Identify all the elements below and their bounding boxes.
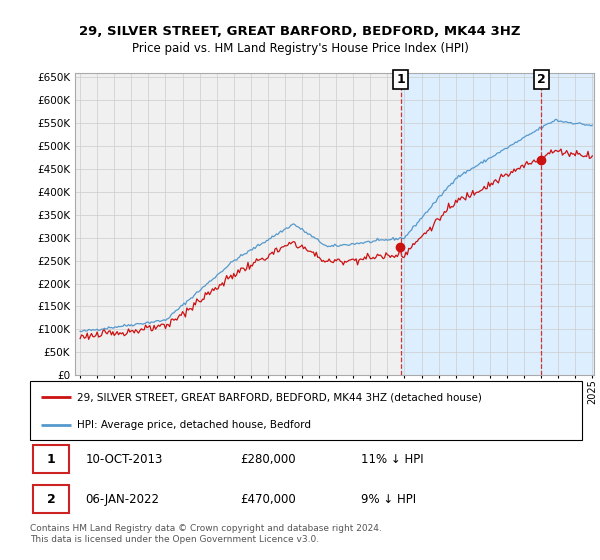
Text: 9% ↓ HPI: 9% ↓ HPI bbox=[361, 493, 416, 506]
Text: 11% ↓ HPI: 11% ↓ HPI bbox=[361, 452, 424, 465]
Bar bbox=[401, 73, 596, 375]
FancyBboxPatch shape bbox=[30, 381, 582, 440]
Text: £280,000: £280,000 bbox=[240, 452, 295, 465]
Text: Price paid vs. HM Land Registry's House Price Index (HPI): Price paid vs. HM Land Registry's House … bbox=[131, 42, 469, 55]
Text: 1: 1 bbox=[47, 452, 55, 465]
Text: 1: 1 bbox=[396, 73, 405, 86]
Text: 06-JAN-2022: 06-JAN-2022 bbox=[85, 493, 159, 506]
Text: 29, SILVER STREET, GREAT BARFORD, BEDFORD, MK44 3HZ (detached house): 29, SILVER STREET, GREAT BARFORD, BEDFOR… bbox=[77, 392, 482, 402]
Text: £470,000: £470,000 bbox=[240, 493, 296, 506]
FancyBboxPatch shape bbox=[33, 445, 68, 473]
Text: HPI: Average price, detached house, Bedford: HPI: Average price, detached house, Bedf… bbox=[77, 420, 311, 430]
Text: 2: 2 bbox=[537, 73, 546, 86]
Text: Contains HM Land Registry data © Crown copyright and database right 2024.
This d: Contains HM Land Registry data © Crown c… bbox=[30, 524, 382, 544]
Text: 29, SILVER STREET, GREAT BARFORD, BEDFORD, MK44 3HZ: 29, SILVER STREET, GREAT BARFORD, BEDFOR… bbox=[79, 25, 521, 38]
Text: 10-OCT-2013: 10-OCT-2013 bbox=[85, 452, 163, 465]
FancyBboxPatch shape bbox=[33, 485, 68, 514]
Text: 2: 2 bbox=[47, 493, 55, 506]
